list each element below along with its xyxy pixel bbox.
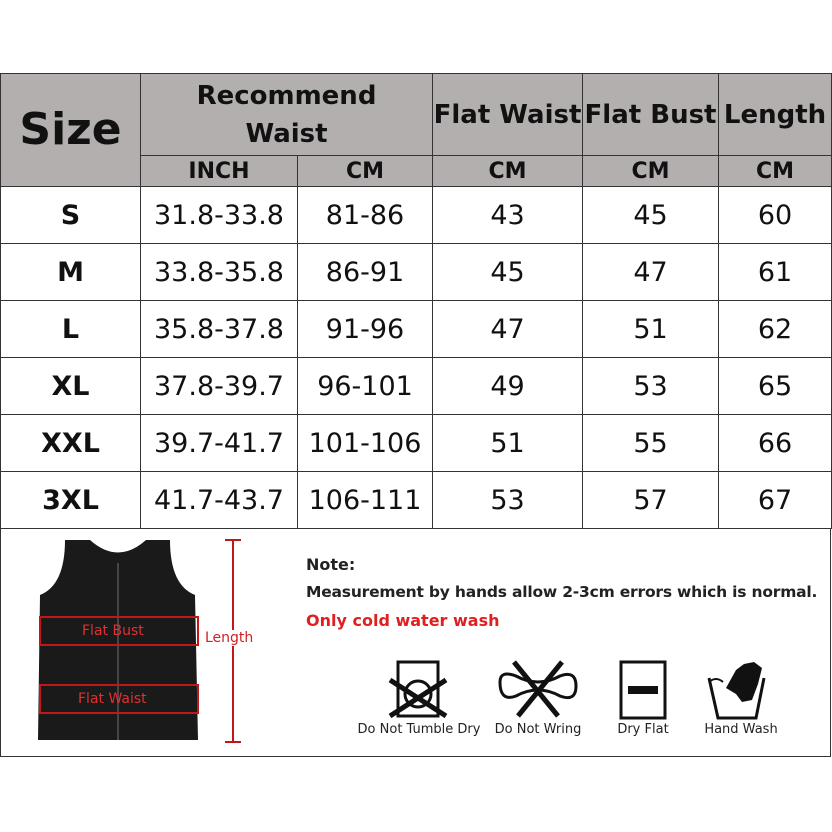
cell-length-cm: 61	[718, 243, 832, 301]
cell-waist-cm: 101-106	[296, 414, 434, 472]
cell-waist-cm: 81-86	[296, 186, 434, 244]
cell-flat-bust-cm: 53	[582, 357, 720, 415]
size-chart-table: Size Recommend Waist Flat Waist Flat Bus…	[0, 73, 832, 529]
header-flat-waist: Flat Waist	[432, 73, 584, 156]
care-label: Hand Wash	[704, 722, 778, 737]
cell-size: S	[0, 186, 141, 244]
cell-flat-bust-cm: 55	[582, 414, 720, 472]
cell-waist-inch: 31.8-33.8	[140, 186, 298, 244]
cell-waist-cm: 106-111	[296, 471, 434, 529]
care-label: Do Not Wring	[494, 722, 582, 737]
flat-bust-marker	[39, 616, 199, 646]
do-not-wring-icon	[498, 660, 578, 718]
note-wash: Only cold water wash	[306, 611, 500, 630]
table-row: 3XL 41.7-43.7 106-111 53 57 67	[0, 471, 832, 529]
cell-size: L	[0, 300, 141, 358]
cell-waist-inch: 37.8-39.7	[140, 357, 298, 415]
cell-flat-waist-cm: 45	[432, 243, 584, 301]
flat-waist-marker	[39, 684, 199, 714]
cell-size: 3XL	[0, 471, 141, 529]
cell-waist-inch: 33.8-35.8	[140, 243, 298, 301]
hand-wash-icon	[707, 662, 766, 720]
unit-cm: CM	[296, 155, 434, 187]
cell-waist-cm: 96-101	[296, 357, 434, 415]
cell-length-cm: 62	[718, 300, 832, 358]
cell-waist-inch: 39.7-41.7	[140, 414, 298, 472]
cell-waist-inch: 41.7-43.7	[140, 471, 298, 529]
cell-waist-cm: 86-91	[296, 243, 434, 301]
table-row: XL 37.8-39.7 96-101 49 53 65	[0, 357, 832, 415]
cell-flat-waist-cm: 51	[432, 414, 584, 472]
note-text: Measurement by hands allow 2-3cm errors …	[306, 583, 818, 601]
table-row: M 33.8-35.8 86-91 45 47 61	[0, 243, 832, 301]
care-label: Dry Flat	[617, 722, 669, 737]
cell-flat-bust-cm: 51	[582, 300, 720, 358]
cell-size: M	[0, 243, 141, 301]
cell-flat-bust-cm: 45	[582, 186, 720, 244]
header-flat-bust: Flat Bust	[582, 73, 720, 156]
cell-length-cm: 67	[718, 471, 832, 529]
header-length: Length	[718, 73, 832, 156]
cell-waist-inch: 35.8-37.8	[140, 300, 298, 358]
unit-cm: CM	[582, 155, 720, 187]
flat-waist-label: Flat Waist	[78, 691, 147, 707]
info-panel	[0, 528, 831, 757]
care-label: Do Not Tumble Dry	[357, 722, 481, 737]
cell-flat-waist-cm: 53	[432, 471, 584, 529]
note-title: Note:	[306, 555, 356, 574]
do-not-tumble-dry-icon	[388, 660, 448, 719]
cell-waist-cm: 91-96	[296, 300, 434, 358]
cell-flat-waist-cm: 49	[432, 357, 584, 415]
table-row: XXL 39.7-41.7 101-106 51 55 66	[0, 414, 832, 472]
cell-size: XXL	[0, 414, 141, 472]
header-size: Size	[0, 73, 141, 187]
dry-flat-icon	[619, 660, 667, 720]
cell-size: XL	[0, 357, 141, 415]
unit-cm: CM	[718, 155, 832, 187]
unit-cm: CM	[432, 155, 584, 187]
cell-flat-waist-cm: 43	[432, 186, 584, 244]
cell-length-cm: 60	[718, 186, 832, 244]
cell-flat-waist-cm: 47	[432, 300, 584, 358]
cell-flat-bust-cm: 47	[582, 243, 720, 301]
vest-diagram	[38, 539, 241, 743]
length-label: Length	[205, 630, 254, 646]
header-recommend-waist: Recommend Waist	[139, 73, 434, 156]
flat-bust-label: Flat Bust	[82, 623, 144, 639]
cell-flat-bust-cm: 57	[582, 471, 720, 529]
table-row: L 35.8-37.8 91-96 47 51 62	[0, 300, 832, 358]
table-row: S 31.8-33.8 81-86 43 45 60	[0, 186, 832, 244]
cell-length-cm: 65	[718, 357, 832, 415]
unit-inch: INCH	[140, 155, 298, 187]
cell-length-cm: 66	[718, 414, 832, 472]
